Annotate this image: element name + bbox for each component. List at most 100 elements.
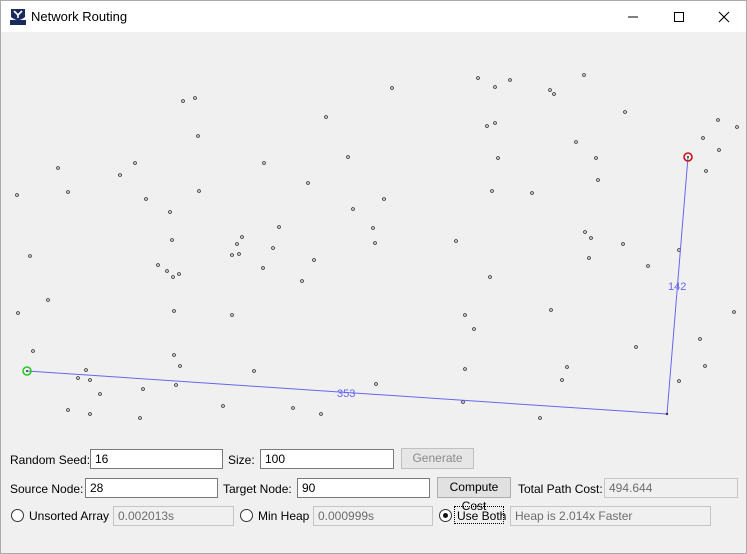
size-label: Size: xyxy=(228,453,255,467)
graph-node xyxy=(646,264,650,268)
graph-node xyxy=(133,161,137,165)
graph-node xyxy=(197,189,201,193)
use-both-focus-outline xyxy=(454,506,504,524)
graph-node xyxy=(698,337,702,341)
close-icon xyxy=(718,11,730,23)
window-title: Network Routing xyxy=(31,9,128,24)
path-edge xyxy=(26,370,668,415)
graph-node xyxy=(262,161,266,165)
target-node-center xyxy=(687,156,689,158)
graph-node xyxy=(508,78,512,82)
graph-node xyxy=(46,298,50,302)
maximize-button[interactable] xyxy=(656,1,702,32)
graph-node xyxy=(277,225,281,229)
graph-node xyxy=(88,378,92,382)
graph-node xyxy=(76,376,80,380)
graph-node xyxy=(461,400,465,404)
radio-selected-dot xyxy=(443,513,448,518)
size-input[interactable]: 100 xyxy=(260,449,394,469)
graph-node xyxy=(181,99,185,103)
graph-node xyxy=(351,207,355,211)
graph-node xyxy=(300,279,304,283)
target-node-input[interactable]: 90 xyxy=(297,478,430,498)
graph-node xyxy=(261,266,265,270)
graph-canvas[interactable]: 353 142 xyxy=(1,32,746,444)
graph-node xyxy=(701,136,705,140)
maximize-icon xyxy=(674,12,684,22)
graph-node xyxy=(56,166,60,170)
graph-node xyxy=(346,155,350,159)
graph-node xyxy=(172,309,176,313)
graph-node xyxy=(677,379,681,383)
graph-node xyxy=(312,258,316,262)
minimize-button[interactable] xyxy=(610,1,656,32)
unsorted-array-time-field: 0.002013s xyxy=(113,506,234,526)
graph-node xyxy=(596,178,600,182)
graph-node xyxy=(463,367,467,371)
graph-node xyxy=(373,241,377,245)
graph-node xyxy=(454,239,458,243)
source-node-label: Source Node: xyxy=(10,482,84,496)
graph-node xyxy=(172,353,176,357)
graph-node xyxy=(594,156,598,160)
graph-node xyxy=(703,364,707,368)
graph-node xyxy=(371,226,375,230)
graph-node xyxy=(31,349,35,353)
graph-node xyxy=(583,230,587,234)
graph-node xyxy=(582,73,586,77)
graph-node xyxy=(171,275,175,279)
graph-node xyxy=(66,190,70,194)
min-heap-label[interactable]: Min Heap xyxy=(258,509,310,523)
use-both-radio[interactable] xyxy=(439,509,452,522)
edge-cost-label: 142 xyxy=(668,281,686,293)
graph-node xyxy=(118,173,122,177)
close-button[interactable] xyxy=(701,1,747,32)
random-seed-input[interactable]: 16 xyxy=(90,449,223,469)
unsorted-array-label[interactable]: Unsorted Array xyxy=(29,509,110,523)
graph-node xyxy=(138,416,142,420)
graph-node xyxy=(565,365,569,369)
graph-node xyxy=(196,134,200,138)
graph-node xyxy=(621,242,625,246)
graph-node xyxy=(493,85,497,89)
source-node-input[interactable]: 28 xyxy=(85,478,218,498)
compute-cost-button[interactable]: Compute Cost xyxy=(437,477,511,513)
use-both-label[interactable]: Use Both xyxy=(457,509,507,523)
target-node xyxy=(683,152,693,162)
graph-nodes xyxy=(15,73,739,420)
graph-node xyxy=(623,110,627,114)
path-node xyxy=(665,412,669,416)
generate-button[interactable]: Generate xyxy=(401,448,474,469)
graph-node xyxy=(549,308,553,312)
graph-node xyxy=(324,115,328,119)
graph-node xyxy=(538,416,542,420)
graph-node xyxy=(306,181,310,185)
graph-node xyxy=(574,140,578,144)
use-both-result-field: Heap is 2.014x Faster xyxy=(510,506,711,526)
graph-node xyxy=(716,118,720,122)
source-node xyxy=(22,366,32,376)
graph-node xyxy=(493,121,497,125)
graph-node xyxy=(496,156,500,160)
graph-node xyxy=(174,383,178,387)
cs312-logo-icon xyxy=(10,9,26,25)
graph-node xyxy=(168,210,172,214)
minimize-icon xyxy=(628,16,638,18)
random-seed-label: Random Seed: xyxy=(10,453,91,467)
min-heap-radio[interactable] xyxy=(240,509,253,522)
graph-node xyxy=(144,197,148,201)
graph-node xyxy=(717,148,721,152)
graph-node xyxy=(230,313,234,317)
graph-node xyxy=(382,197,386,201)
graph-node xyxy=(390,86,394,90)
graph-node xyxy=(170,238,174,242)
graph-node xyxy=(16,311,20,315)
graph-node xyxy=(587,256,591,260)
graph-node xyxy=(156,263,160,267)
graph-node xyxy=(271,246,275,250)
unsorted-array-radio[interactable] xyxy=(11,509,24,522)
graph-node xyxy=(488,275,492,279)
graph-node xyxy=(88,412,92,416)
graph-node xyxy=(291,406,295,410)
